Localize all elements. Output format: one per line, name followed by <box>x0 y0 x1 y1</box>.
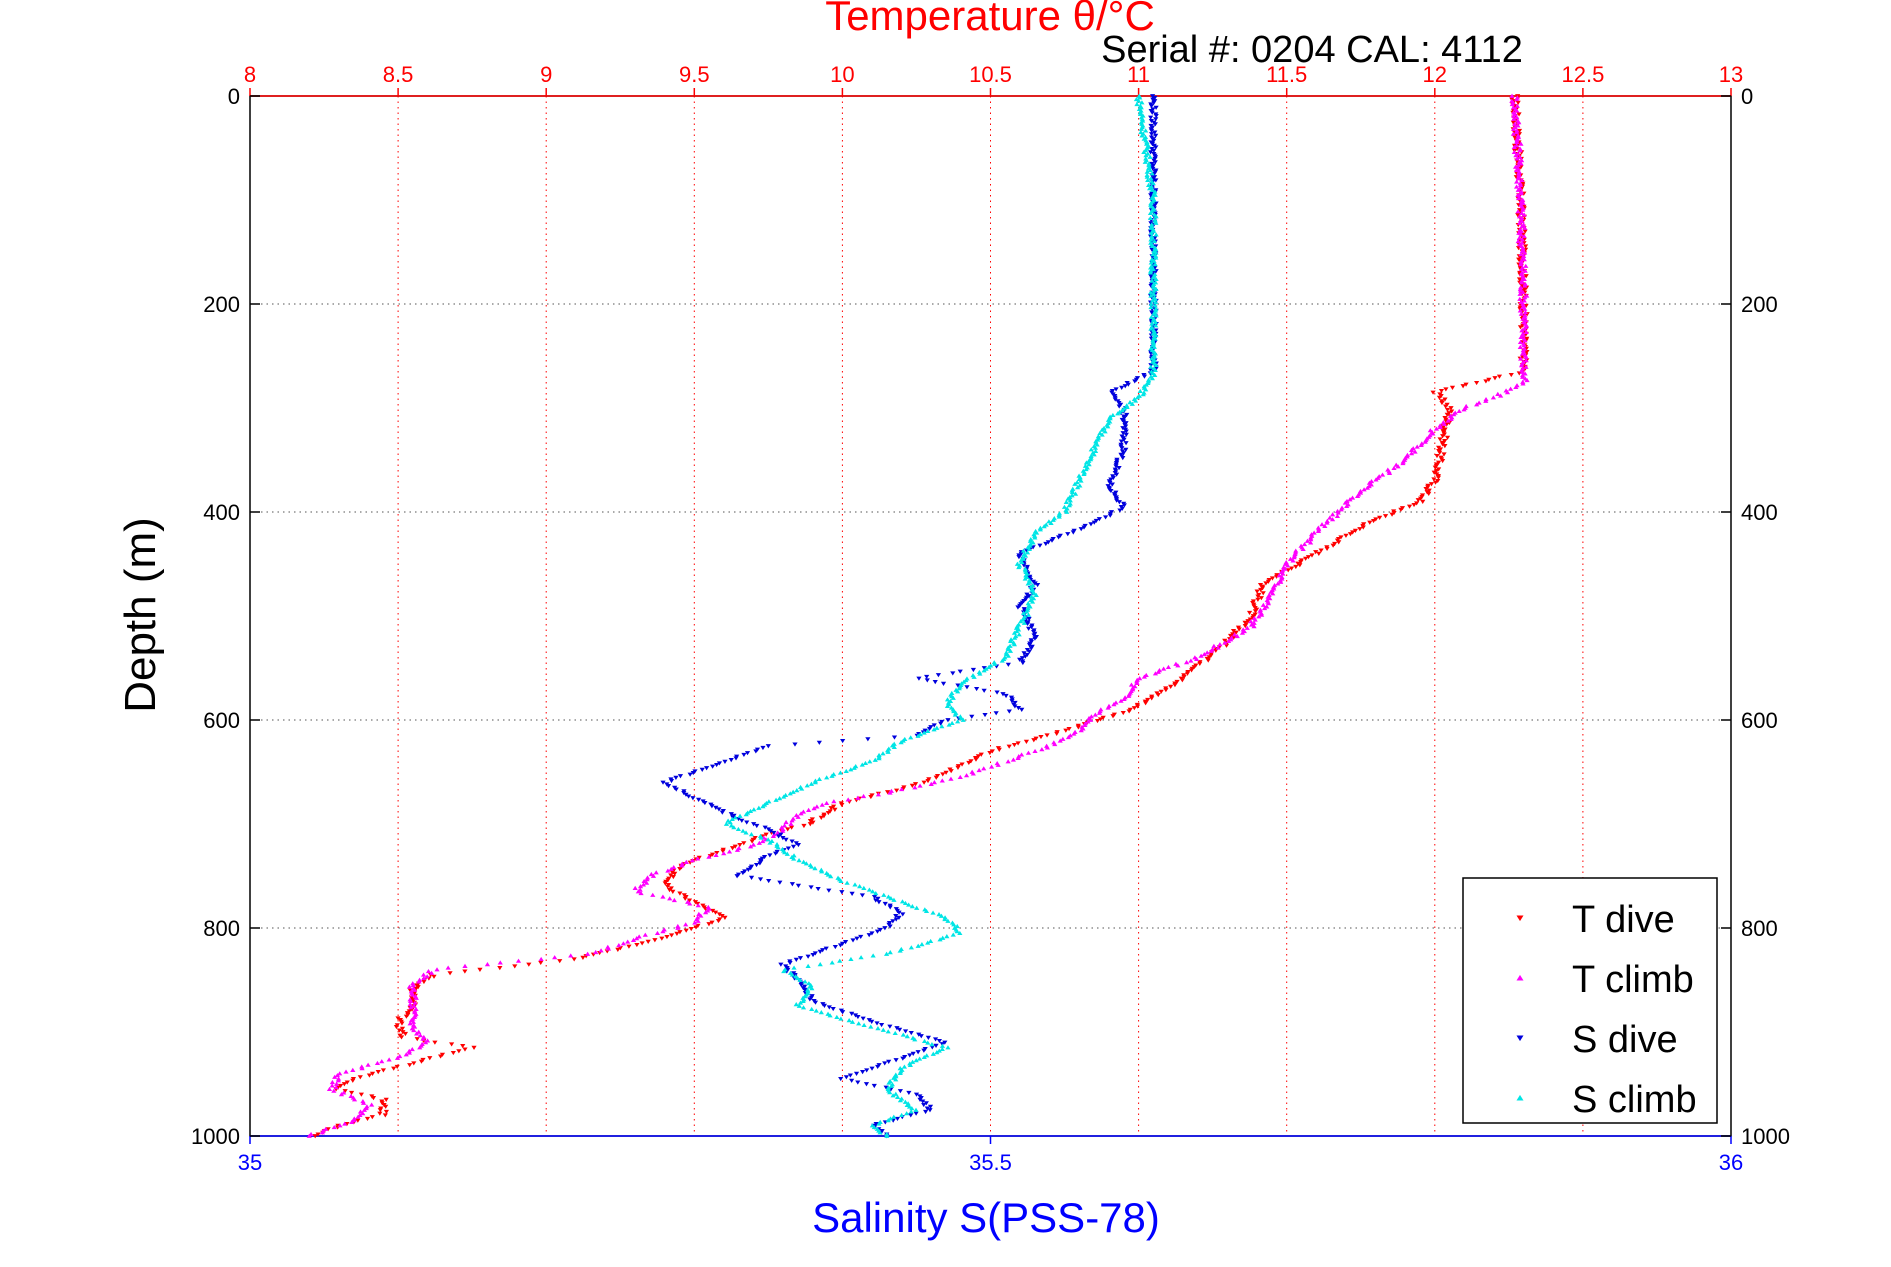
depth-tick-label-left: 0 <box>228 84 240 109</box>
legend-label: S dive <box>1572 1019 1678 1061</box>
x-bottom-axis-label: Salinity S(PSS-78) <box>812 1194 1160 1241</box>
salinity-tick-label: 35.5 <box>969 1150 1012 1175</box>
depth-tick-label-right: 400 <box>1741 500 1778 525</box>
legend-label: S climb <box>1572 1079 1697 1121</box>
temperature-tick-label: 12.5 <box>1561 62 1604 87</box>
legend-label: T climb <box>1572 959 1694 1001</box>
chart-title: Temperature θ/°C <box>825 0 1155 39</box>
depth-tick-label-right: 600 <box>1741 708 1778 733</box>
salinity-tick-label: 35 <box>238 1150 262 1175</box>
temperature-tick-label: 10 <box>830 62 854 87</box>
salinity-axis: 35 35.5 36 <box>238 1135 1743 1175</box>
temperature-tick-label: 8.5 <box>383 62 414 87</box>
chart-subtitle: Serial #: 0204 CAL: 4112 <box>1101 29 1523 71</box>
data-point-markers <box>306 93 1530 1138</box>
salinity-tick-label: 36 <box>1719 1150 1743 1175</box>
temperature-tick-label: 9 <box>540 62 552 87</box>
legend-marker <box>1516 1094 1524 1101</box>
depth-axis: 0 0 200 200 400 400 600 600 800 800 1000 1000 <box>191 84 1790 1149</box>
series-s-climb <box>723 93 1159 1138</box>
depth-tick-label-left: 1000 <box>191 1124 240 1149</box>
data-point-markers <box>723 93 1159 1138</box>
depth-tick-label-right: 200 <box>1741 292 1778 317</box>
depth-tick-label-left: 400 <box>203 500 240 525</box>
series-t-dive <box>312 94 1530 1139</box>
series-t-climb <box>306 93 1530 1138</box>
data-point-markers <box>660 94 1159 1139</box>
depth-tick-label-right: 0 <box>1741 84 1753 109</box>
depth-tick-label-left: 600 <box>203 708 240 733</box>
data-point-markers <box>312 94 1530 1139</box>
temperature-tick-label: 11 <box>1127 62 1150 87</box>
y-axis-label: Depth (m) <box>116 517 165 713</box>
legend-marker <box>1516 974 1524 981</box>
series-s-dive <box>660 94 1159 1139</box>
temperature-tick-label: 10.5 <box>969 62 1012 87</box>
temperature-tick-label: 13 <box>1719 62 1743 87</box>
legend-label: T dive <box>1572 899 1675 941</box>
depth-tick-label-right: 1000 <box>1741 1124 1790 1149</box>
legend-marker <box>1516 915 1524 922</box>
legend-marker <box>1516 1035 1524 1042</box>
depth-tick-label-left: 200 <box>203 292 240 317</box>
temperature-tick-label: 12 <box>1423 62 1447 87</box>
depth-tick-label-left: 800 <box>203 916 240 941</box>
legend: T dive T climb S dive S climb <box>1462 877 1718 1124</box>
series-layer <box>306 93 1530 1139</box>
temperature-tick-label: 8 <box>244 62 256 87</box>
legend-box <box>1462 877 1718 1124</box>
depth-tick-label-right: 800 <box>1741 916 1778 941</box>
temperature-tick-label: 9.5 <box>679 62 710 87</box>
temperature-tick-label: 11.5 <box>1266 62 1307 87</box>
